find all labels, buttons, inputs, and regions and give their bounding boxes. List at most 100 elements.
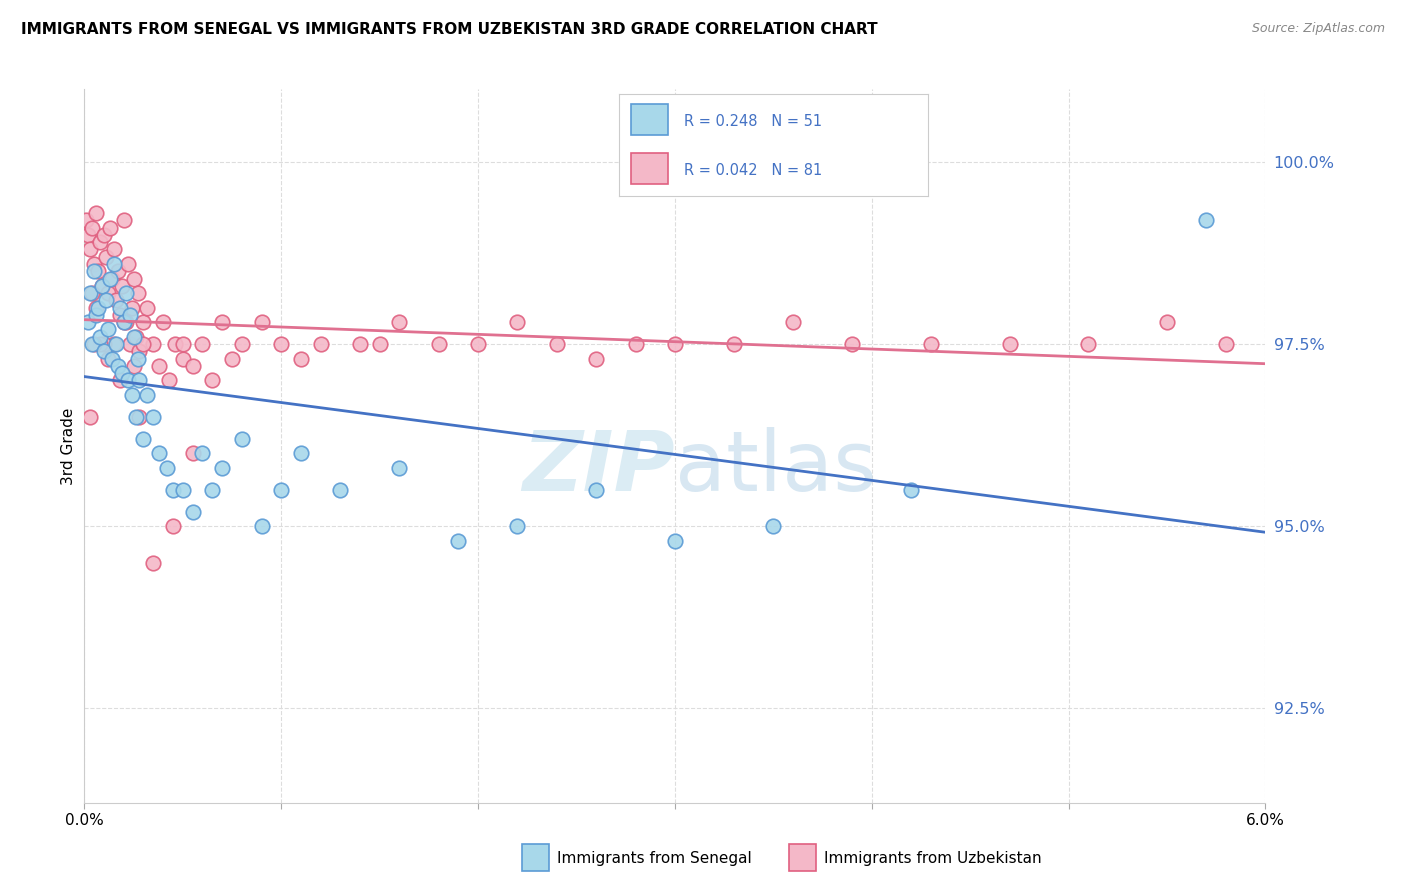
Point (89, 337, 111, 351)
Point (103, 337, 125, 351)
Point (114, 315, 136, 329)
Point (368, 337, 391, 351)
Point (624, 337, 647, 351)
Bar (631, 153, 668, 184)
Bar (789, 844, 815, 871)
Point (101, 271, 124, 285)
Point (97, 322, 120, 336)
Point (91, 278, 114, 293)
Point (121, 301, 143, 315)
Point (148, 446, 170, 460)
Point (82, 220, 104, 235)
Point (142, 337, 165, 351)
Point (156, 460, 179, 475)
Point (162, 483, 184, 497)
Point (75, 213, 97, 227)
Point (506, 315, 529, 329)
Point (83, 257, 105, 271)
Point (132, 337, 155, 351)
Point (920, 337, 942, 351)
Point (104, 293, 127, 308)
Point (211, 315, 233, 329)
Point (162, 519, 184, 533)
Point (127, 351, 149, 366)
Point (211, 460, 233, 475)
Point (93, 344, 115, 359)
Point (762, 519, 785, 533)
Point (172, 483, 194, 497)
Point (79, 286, 101, 301)
Text: R = 0.042   N = 81: R = 0.042 N = 81 (683, 163, 823, 178)
Point (111, 278, 134, 293)
Point (91, 278, 114, 293)
Point (900, 483, 922, 497)
Point (122, 271, 145, 285)
Point (998, 337, 1021, 351)
Text: Source: ZipAtlas.com: Source: ZipAtlas.com (1251, 22, 1385, 36)
Point (93, 227, 115, 242)
Point (87, 264, 110, 278)
Point (290, 351, 312, 366)
Point (132, 432, 155, 446)
Point (97, 351, 120, 366)
Point (77, 315, 100, 329)
Point (142, 556, 165, 570)
Point (467, 337, 489, 351)
Point (309, 337, 332, 351)
Point (1195, 213, 1218, 227)
Point (132, 315, 155, 329)
Point (250, 315, 273, 329)
Point (94, 250, 117, 264)
Point (157, 374, 180, 388)
Point (82, 286, 104, 301)
Point (136, 388, 159, 402)
Text: atlas: atlas (675, 427, 876, 508)
Point (250, 519, 273, 533)
Point (148, 359, 170, 373)
Point (201, 483, 224, 497)
Point (181, 446, 204, 460)
Point (77, 227, 100, 242)
Point (122, 359, 145, 373)
Point (585, 483, 607, 497)
Point (108, 374, 131, 388)
Point (93, 337, 115, 351)
Point (79, 409, 101, 424)
Point (122, 330, 145, 344)
Point (664, 337, 686, 351)
Point (181, 504, 204, 518)
Point (270, 337, 292, 351)
Point (152, 315, 174, 329)
Text: ZIP: ZIP (522, 427, 675, 508)
Point (1077, 337, 1099, 351)
Y-axis label: 3rd Grade: 3rd Grade (60, 408, 76, 484)
Point (1156, 315, 1178, 329)
Point (290, 446, 312, 460)
Point (181, 359, 204, 373)
Point (172, 351, 194, 366)
Point (782, 315, 804, 329)
Point (89, 330, 111, 344)
Point (664, 533, 686, 548)
Text: IMMIGRANTS FROM SENEGAL VS IMMIGRANTS FROM UZBEKISTAN 3RD GRADE CORRELATION CHAR: IMMIGRANTS FROM SENEGAL VS IMMIGRANTS FR… (21, 22, 877, 37)
Point (427, 337, 450, 351)
Point (108, 308, 131, 322)
Point (118, 337, 141, 351)
Point (104, 337, 127, 351)
Point (585, 351, 607, 366)
Point (128, 344, 150, 359)
Point (98, 220, 121, 235)
Point (117, 257, 139, 271)
Point (124, 409, 146, 424)
Point (94, 293, 117, 308)
Point (121, 388, 143, 402)
Point (112, 315, 135, 329)
Point (506, 519, 529, 533)
Point (89, 235, 111, 249)
Point (103, 243, 125, 257)
Point (163, 337, 186, 351)
Point (118, 308, 141, 322)
Point (107, 264, 129, 278)
Point (117, 374, 139, 388)
Point (82, 337, 104, 351)
